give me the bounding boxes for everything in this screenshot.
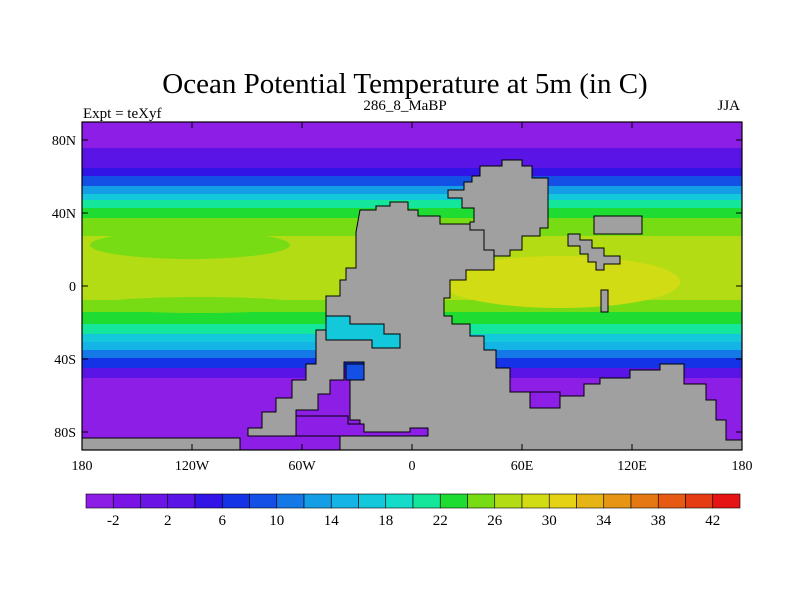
lon-tick-labels: 180 120W 60W 0 60E 120E 180 [72, 459, 753, 474]
colorbar-swatch [657, 493, 686, 509]
lon-tick-label: 60W [288, 459, 316, 474]
colorbar-swatch [112, 493, 141, 509]
colorbar-swatch [194, 493, 223, 509]
colorbar-labels: -2 2 6 10 14 18 22 26 30 34 38 42 [107, 513, 720, 529]
tethys-island [600, 289, 609, 313]
lon-tick-label: 60E [511, 459, 534, 474]
colorbar-swatch [330, 493, 359, 509]
experiment-label: Expt = teXyf [83, 106, 161, 122]
land-mass [82, 159, 742, 450]
colorbar-label: 2 [164, 513, 172, 529]
colorbar-swatch [548, 493, 577, 509]
polar-sea [295, 415, 429, 437]
lon-tick-label: 0 [409, 459, 416, 474]
colorbar-swatch [303, 493, 332, 509]
colorbar-swatch [603, 493, 632, 509]
pangaea-landmass [247, 201, 742, 450]
colorbar-swatch [521, 493, 550, 509]
colorbar-label: 6 [219, 513, 227, 529]
colorbar-label: 38 [651, 513, 666, 529]
colorbar-swatch [85, 493, 114, 509]
colorbar-label: -2 [107, 513, 120, 529]
colorbar-label: 34 [596, 513, 612, 529]
lat-tick-label: 40S [54, 353, 76, 368]
lon-tick-label: 180 [72, 459, 93, 474]
axis-ticks [81, 122, 743, 450]
colorbar-label: 26 [487, 513, 503, 529]
colorbar-swatch [358, 493, 387, 509]
colorbar-swatch [412, 493, 441, 509]
lon-tick-label: 180 [732, 459, 753, 474]
southern-sea-east [529, 391, 561, 409]
colorbar-swatch [576, 493, 605, 509]
colorbar-swatch [140, 493, 169, 509]
cimmeria-block [593, 215, 643, 235]
colorbar-swatch [167, 493, 196, 509]
colorbar [85, 493, 741, 509]
colorbar-label: 30 [542, 513, 557, 529]
colorbar-label: 14 [324, 513, 340, 529]
lat-tick-label: 40N [52, 207, 76, 222]
lat-tick-label: 0 [69, 280, 76, 295]
colorbar-swatch [467, 493, 496, 509]
colorbar-label: 18 [378, 513, 393, 529]
colorbar-swatch [276, 493, 305, 509]
lon-tick-label: 120E [617, 459, 647, 474]
period-label: 286_8_MaBP [363, 98, 446, 114]
colorbar-label: 22 [433, 513, 448, 529]
colorbar-swatch [494, 493, 523, 509]
colorbar-label: 10 [269, 513, 284, 529]
season-label: JJA [717, 98, 740, 114]
east-asia-block [567, 233, 621, 271]
colorbar-swatch [385, 493, 414, 509]
lat-tick-label: 80N [52, 134, 76, 149]
colorbar-label: 42 [705, 513, 720, 529]
inland-sea-southwest [325, 315, 401, 349]
inland-seas [295, 315, 561, 437]
colorbar-swatch [439, 493, 468, 509]
colorbar-swatch [712, 493, 741, 509]
colorbar-swatch [630, 493, 659, 509]
colorbar-swatch [249, 493, 278, 509]
lon-tick-label: 120W [175, 459, 210, 474]
figure-title: Ocean Potential Temperature at 5m (in C) [162, 68, 647, 100]
lat-tick-labels: 80N 40N 0 40S 80S [52, 134, 76, 441]
colorbar-swatch [685, 493, 714, 509]
map-panel: 180 120W 60W 0 60E 120E 180 80N 40N 0 40… [52, 121, 753, 474]
inland-sea-south [345, 363, 365, 381]
antarctic-shelf [82, 437, 241, 450]
laurasia-landmass [447, 159, 549, 257]
lat-tick-label: 80S [54, 426, 76, 441]
colorbar-swatch [221, 493, 250, 509]
